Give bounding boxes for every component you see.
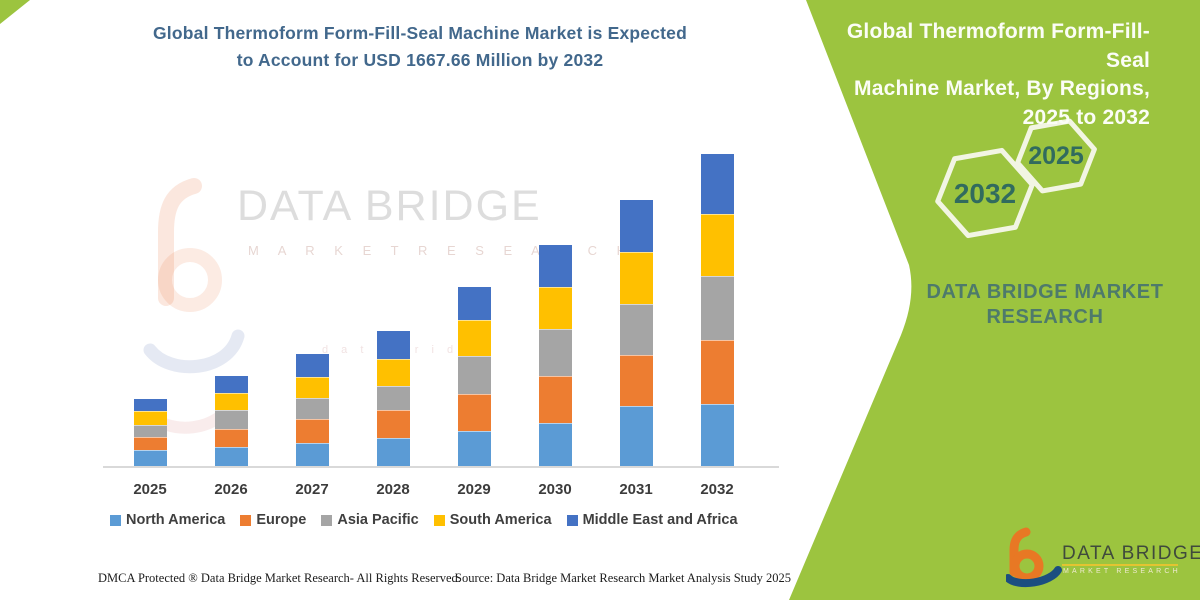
- bar-segment-north-america: [295, 442, 329, 466]
- stacked-bar-2032: [700, 154, 734, 466]
- bar-segment-middle-east-and-africa: [295, 354, 329, 378]
- legend-item-south-america: South America: [433, 512, 552, 528]
- panel-heading: Global Thermoform Form-Fill-Seal Machine…: [820, 18, 1150, 132]
- bar-segment-middle-east-and-africa: [619, 199, 653, 253]
- bar-segment-europe: [133, 436, 167, 450]
- bar-segment-europe: [700, 339, 734, 404]
- x-axis-label-2030: 2030: [538, 481, 572, 498]
- legend-label: Asia Pacific: [337, 512, 419, 528]
- legend-swatch: [433, 514, 445, 526]
- x-axis-label-2032: 2032: [700, 481, 734, 498]
- legend-item-europe: Europe: [240, 512, 306, 528]
- databridge-logo-icon: [1006, 527, 1062, 588]
- bar-segment-asia-pacific: [619, 304, 653, 355]
- legend-swatch: [321, 514, 333, 526]
- legend-item-asia-pacific: Asia Pacific: [321, 512, 419, 528]
- bar-segment-middle-east-and-africa: [376, 330, 410, 360]
- bar-segment-middle-east-and-africa: [214, 375, 248, 393]
- stacked-bar-2029: [457, 286, 491, 466]
- stacked-bar-2028: [376, 330, 410, 466]
- footer-dmca-text: DMCA Protected ® Data Bridge Market Rese…: [98, 571, 461, 585]
- bar-segment-north-america: [376, 437, 410, 466]
- legend-item-north-america: North America: [110, 512, 225, 528]
- bar-segment-north-america: [700, 403, 734, 466]
- chart-legend: North America Europe Asia Pacific South Ame…: [110, 512, 770, 528]
- bar-segment-south-america: [295, 377, 329, 398]
- watermark-brand-text: DATA BRIDGE: [237, 182, 542, 230]
- bar-segment-europe: [214, 429, 248, 447]
- x-axis-label-2027: 2027: [295, 481, 329, 498]
- stacked-bar-2025: [133, 398, 167, 466]
- panel-heading-line2: Machine Market, By Regions,: [854, 77, 1150, 100]
- footer-source-text: Source: Data Bridge Market Research Mark…: [455, 571, 792, 585]
- legend-label: Europe: [256, 512, 307, 528]
- panel-brand-line2: RESEARCH: [986, 306, 1104, 328]
- bar-segment-south-america: [538, 287, 572, 330]
- hexagon-2032: 2032: [935, 147, 1035, 239]
- hexagon-2025-label: 2025: [1028, 142, 1084, 170]
- bar-segment-europe: [457, 393, 491, 431]
- hexagon-2025: 2025: [1015, 118, 1097, 194]
- bar-segment-asia-pacific: [133, 425, 167, 437]
- logo-brand-text: DATA BRIDGE: [1062, 543, 1200, 564]
- bar-segment-middle-east-and-africa: [700, 154, 734, 215]
- bar-segment-south-america: [214, 392, 248, 411]
- logo-sub-text: MARKET RESEARCH: [1063, 568, 1181, 575]
- bar-segment-asia-pacific: [700, 276, 734, 340]
- bar-segment-europe: [295, 418, 329, 443]
- chart-title-line1: Global Thermoform Form-Fill-Seal Machine…: [153, 23, 687, 43]
- chart-title: Global Thermoform Form-Fill-Seal Machine…: [50, 20, 790, 74]
- panel-heading-line1: Global Thermoform Form-Fill-Seal: [846, 20, 1150, 72]
- bar-segment-europe: [376, 409, 410, 438]
- hexagon-2032-label: 2032: [954, 178, 1016, 209]
- bar-segment-europe: [619, 354, 653, 406]
- bar-segment-north-america: [133, 449, 167, 466]
- bar-segment-asia-pacific: [457, 356, 491, 394]
- x-axis-label-2026: 2026: [214, 481, 248, 498]
- bar-segment-asia-pacific: [376, 386, 410, 410]
- legend-label: Middle East and Africa: [582, 512, 738, 528]
- bar-segment-middle-east-and-africa: [538, 244, 572, 288]
- panel-brand-text: DATA BRIDGE MARKET RESEARCH: [900, 280, 1190, 330]
- legend-swatch: [566, 514, 578, 526]
- panel-brand-line1: DATA BRIDGE MARKET: [926, 281, 1164, 303]
- stacked-bar-2031: [619, 199, 653, 466]
- bar-segment-asia-pacific: [538, 329, 572, 376]
- bar-segment-south-america: [619, 252, 653, 305]
- bar-segment-south-america: [133, 410, 167, 426]
- legend-label: South America: [449, 512, 552, 528]
- bar-segment-south-america: [700, 214, 734, 277]
- panel-heading-line3: 2025 to 2032: [1022, 105, 1150, 129]
- bar-segment-middle-east-and-africa: [133, 398, 167, 411]
- legend-label: North America: [126, 512, 226, 528]
- legend-item-middle-east-and-africa: Middle East and Africa: [566, 512, 738, 528]
- stacked-bar-2027: [295, 354, 329, 466]
- x-axis-label-2028: 2028: [376, 481, 410, 498]
- x-axis-label-2031: 2031: [619, 481, 653, 498]
- legend-swatch: [240, 514, 252, 526]
- chart-title-line2: to Account for USD 1667.66 Million by 20…: [236, 50, 604, 70]
- stacked-bar-2030: [538, 244, 572, 466]
- bar-segment-middle-east-and-africa: [457, 286, 491, 321]
- bar-segment-north-america: [457, 430, 491, 466]
- bar-segment-north-america: [214, 446, 248, 466]
- x-axis-label-2029: 2029: [457, 481, 491, 498]
- corner-accent-shape: [0, 0, 30, 24]
- x-axis-line: [103, 466, 779, 468]
- bar-segment-north-america: [538, 422, 572, 466]
- x-axis-label-2025: 2025: [133, 481, 167, 498]
- bar-segment-south-america: [457, 320, 491, 357]
- bar-segment-north-america: [619, 405, 653, 466]
- logo-underline: [1062, 564, 1178, 566]
- legend-swatch: [110, 514, 121, 526]
- bar-segment-asia-pacific: [295, 397, 329, 419]
- stacked-bar-2026: [214, 375, 248, 466]
- watermark-sub-text: M A R K E T R E S E A R C H: [248, 243, 635, 258]
- bar-segment-south-america: [376, 359, 410, 387]
- bar-segment-asia-pacific: [214, 410, 248, 430]
- bar-segment-europe: [538, 375, 572, 423]
